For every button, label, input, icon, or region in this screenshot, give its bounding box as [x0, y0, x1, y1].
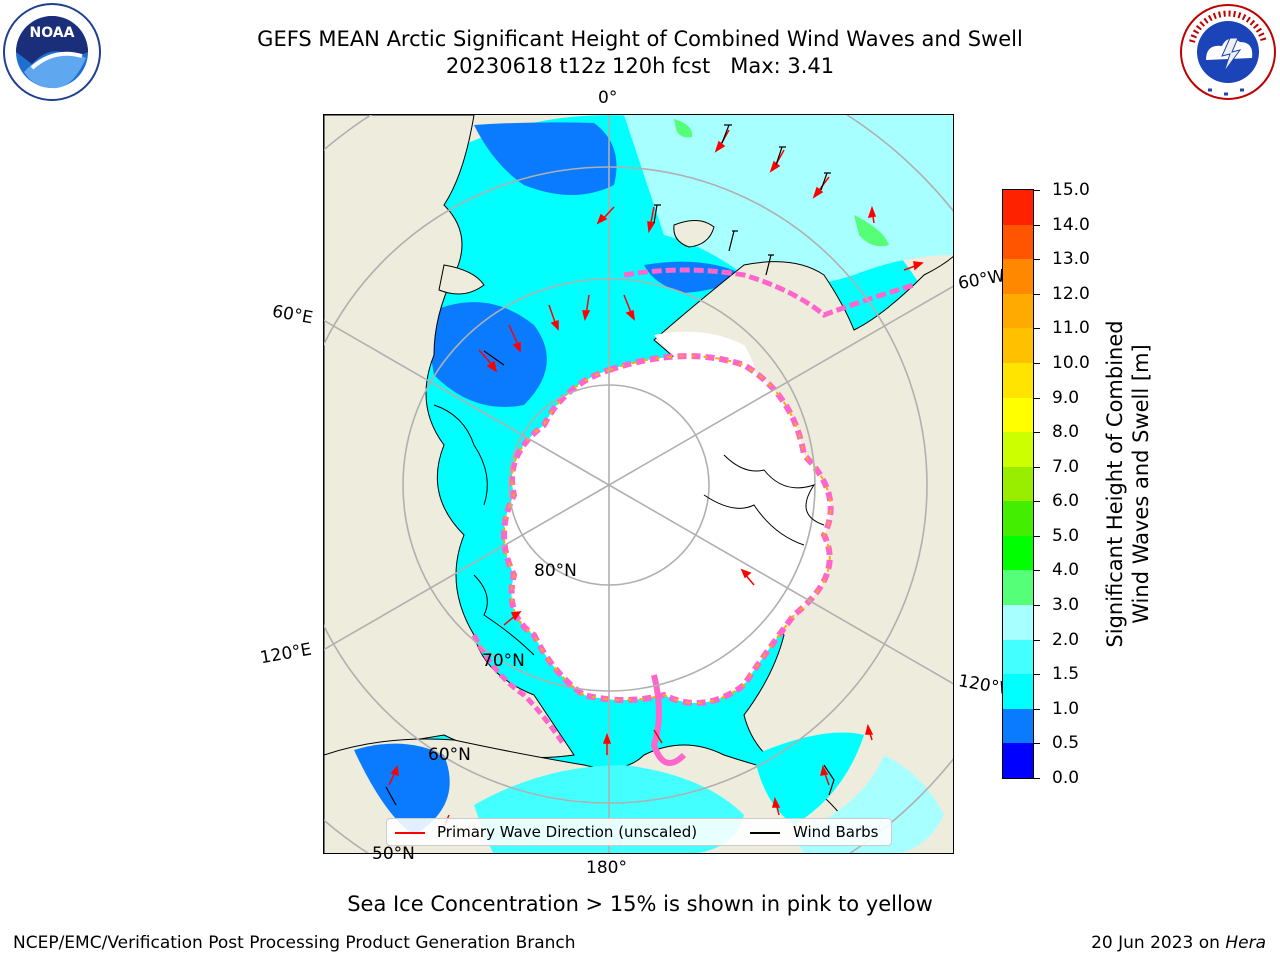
arctic-map: 0° 80°N 70°N 60°N [323, 114, 954, 854]
noaa-logo-icon: NOAA [3, 3, 101, 101]
chart-title: GEFS MEAN Arctic Significant Height of C… [0, 26, 1280, 80]
colorbar-segment [1003, 604, 1033, 640]
colorbar-segment [1003, 189, 1033, 225]
colorbar-tick-label: 2.0 [1052, 629, 1080, 650]
sea-ice [504, 356, 831, 703]
colorbar-tick-label: 1.0 [1052, 698, 1080, 719]
colorbar-tick [1034, 190, 1040, 191]
colorbar-tick-label: 4.0 [1052, 560, 1080, 581]
colorbar-tick [1034, 570, 1040, 572]
wave-field-norwegian-blue [474, 122, 617, 195]
colorbar-tick [1034, 224, 1040, 226]
meridian-label-120e: 120°E [258, 639, 314, 669]
colorbar-segment [1003, 327, 1033, 363]
sea-ice-footnote: Sea Ice Concentration > 15% is shown in … [347, 892, 933, 916]
meridian-label-180: 180° [586, 858, 627, 878]
title-line-2: 20230618 t12z 120h fcst Max: 3.41 [445, 54, 835, 78]
colorbar-tick [1034, 432, 1040, 434]
colorbar-tick-label: 7.0 [1052, 456, 1080, 477]
colorbar-tick-label: 11.0 [1052, 318, 1090, 339]
colorbar-segment [1003, 397, 1033, 433]
coastlines [433, 404, 825, 656]
parallel-label-50n: 50°N [372, 844, 415, 864]
map-canvas [324, 115, 953, 853]
colorbar-tick [1034, 743, 1040, 745]
meridian-label-60w: 60°W [956, 266, 1007, 294]
colorbar-tick [1034, 708, 1040, 710]
colorbar-tick-label: 1.5 [1052, 664, 1080, 685]
wave-field-3m-patch [854, 215, 889, 247]
legend-wind-barbs-swatch [750, 832, 780, 834]
colorbar-tick [1034, 605, 1040, 607]
colorbar-segment [1003, 466, 1033, 502]
colorbar-segment [1003, 362, 1033, 398]
parallel-label-70n: 70°N [482, 651, 525, 671]
legend-wave-direction-swatch [395, 832, 425, 834]
colorbar-tick-label: 5.0 [1052, 525, 1080, 546]
colorbar-tick-label: 0.5 [1052, 733, 1080, 754]
colorbar-tick [1034, 501, 1040, 503]
legend-wave-direction-label: Primary Wave Direction (unscaled) [437, 823, 698, 841]
colorbar-segment [1003, 743, 1033, 778]
parallel-label-80n: 80°N [534, 561, 577, 581]
colorbar-tick-label: 3.0 [1052, 595, 1080, 616]
colorbar-tick [1034, 397, 1040, 399]
colorbar-tick [1034, 328, 1040, 330]
colorbar-tick-label: 15.0 [1052, 180, 1090, 200]
colorbar-tick-label: 13.0 [1052, 249, 1090, 270]
graticule [324, 115, 953, 853]
colorbar-segment [1003, 570, 1033, 606]
national-weather-service-logo-icon [1180, 4, 1276, 100]
colorbar-tick [1034, 535, 1040, 537]
legend-wind-barbs-label: Wind Barbs [793, 823, 879, 841]
colorbar-segment [1003, 431, 1033, 467]
meridian-label-60e: 60°E [270, 301, 315, 329]
parallel-label-60n: 60°N [428, 745, 471, 765]
colorbar-tick [1034, 293, 1040, 295]
colorbar-title: Significant Height of Combined Wind Wave… [1102, 320, 1154, 647]
colorbar-segment [1003, 639, 1033, 675]
colorbar-segment [1003, 708, 1033, 744]
footer-host: Hera [1225, 933, 1266, 953]
colorbar-segment [1003, 500, 1033, 536]
colorbar-segment [1003, 673, 1033, 709]
title-line-1: GEFS MEAN Arctic Significant Height of C… [257, 27, 1023, 51]
map-legend: Primary Wave Direction (unscaled) Wind B… [386, 818, 892, 846]
colorbar-tick [1034, 362, 1040, 364]
wave-field-barents-blue [424, 302, 547, 407]
colorbar [1002, 189, 1034, 779]
colorbar-segment [1003, 258, 1033, 294]
colorbar-tick-label: 9.0 [1052, 387, 1080, 408]
footer-producer: NCEP/EMC/Verification Post Processing Pr… [13, 933, 576, 953]
colorbar-segment [1003, 224, 1033, 260]
colorbar-title-line-1: Significant Height of Combined [1103, 320, 1127, 648]
colorbar-tick [1034, 674, 1040, 676]
footer-date-text: 20 Jun 2023 on [1091, 933, 1226, 953]
colorbar-tick [1034, 639, 1040, 641]
colorbar-tick-label: 0.0 [1052, 768, 1080, 788]
colorbar-title-line-2: Wind Waves and Swell [m] [1129, 344, 1153, 624]
colorbar-tick-label: 8.0 [1052, 422, 1080, 443]
colorbar-tick [1034, 778, 1040, 779]
colorbar-tick [1034, 466, 1040, 468]
colorbar-tick-label: 12.0 [1052, 283, 1090, 304]
colorbar-segment [1003, 293, 1033, 329]
land-novaya-zemlya [438, 264, 485, 295]
colorbar-tick-label: 6.0 [1052, 491, 1080, 512]
svg-text:NOAA: NOAA [30, 25, 75, 41]
colorbar-segment [1003, 535, 1033, 571]
meridian-label-top: 0° [598, 88, 618, 108]
wind-barbs [385, 124, 835, 806]
colorbar-tick-label: 14.0 [1052, 214, 1090, 235]
land-svalbard [673, 220, 715, 248]
footer-date: 20 Jun 2023 on Hera [1091, 933, 1266, 953]
colorbar-tick [1034, 259, 1040, 261]
colorbar-tick-label: 10.0 [1052, 352, 1090, 373]
